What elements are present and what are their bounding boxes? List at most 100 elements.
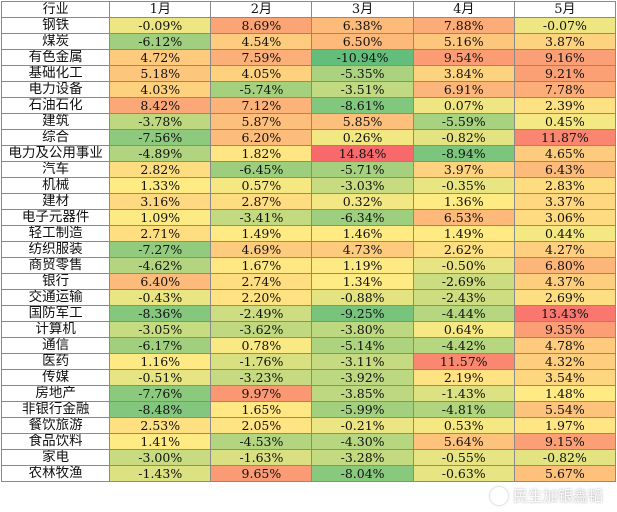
- return-value-cell: 2.39%: [513, 97, 616, 114]
- return-value-cell: -4.62%: [109, 257, 212, 274]
- return-value-cell: 1.16%: [109, 353, 212, 370]
- table-row: 传媒 -0.51% -3.23% -3.92% 2.19% 3.54%: [1, 369, 616, 386]
- return-value-cell: 3.97%: [412, 161, 515, 178]
- table-row: 国防军工 -8.36% -2.49% -9.25% -4.44% 13.43%: [1, 305, 616, 322]
- industry-name-cell: 石油石化: [1, 97, 111, 114]
- return-value-cell: -4.89%: [109, 145, 212, 162]
- return-value-cell: 4.78%: [513, 337, 616, 354]
- table-row: 计算机 -3.05% -3.62% -3.80% 0.64% 9.35%: [1, 321, 616, 338]
- return-value-cell: -6.34%: [311, 209, 414, 226]
- return-value-cell: 5.67%: [513, 465, 616, 482]
- return-value-cell: 3.84%: [412, 65, 515, 82]
- return-value-cell: -3.62%: [210, 321, 313, 338]
- return-value-cell: 5.54%: [513, 401, 616, 418]
- return-value-cell: 3.37%: [513, 193, 616, 210]
- return-value-cell: 2.05%: [210, 417, 313, 434]
- table-row: 电子元器件 1.09% -3.41% -6.34% 6.53% 3.06%: [1, 209, 616, 226]
- return-value-cell: 6.50%: [311, 33, 414, 50]
- table-row: 家电 -3.00% -1.63% -3.28% -0.55% -0.82%: [1, 449, 616, 466]
- table-row: 机械 1.33% 0.57% -3.03% -0.35% 2.83%: [1, 177, 616, 194]
- return-value-cell: 0.64%: [412, 321, 515, 338]
- return-value-cell: 1.41%: [109, 433, 212, 450]
- return-value-cell: 0.53%: [412, 417, 515, 434]
- industry-name-cell: 综合: [1, 129, 111, 146]
- return-value-cell: 1.36%: [412, 193, 515, 210]
- industry-name-cell: 农林牧渔: [1, 465, 111, 482]
- return-value-cell: -6.12%: [109, 33, 212, 50]
- return-value-cell: 4.54%: [210, 33, 313, 50]
- return-value-cell: 1.65%: [210, 401, 313, 418]
- return-value-cell: 3.54%: [513, 369, 616, 386]
- return-value-cell: 9.21%: [513, 65, 616, 82]
- return-value-cell: -9.25%: [311, 305, 414, 322]
- return-value-cell: 2.20%: [210, 289, 313, 306]
- return-value-cell: -8.48%: [109, 401, 212, 418]
- table-row: 煤炭 -6.12% 4.54% 6.50% 5.16% 3.87%: [1, 33, 616, 50]
- return-value-cell: -5.99%: [311, 401, 414, 418]
- return-value-cell: 2.62%: [412, 241, 515, 258]
- table-row: 医药 1.16% -1.76% -3.11% 11.57% 4.32%: [1, 353, 616, 370]
- header-row: 行业 1月 2月 3月 4月 5月: [1, 1, 616, 18]
- table-row: 银行 6.40% 2.74% 1.34% -2.69% 4.37%: [1, 273, 616, 290]
- return-value-cell: 7.59%: [210, 49, 313, 66]
- header-industry: 行业: [1, 1, 111, 18]
- return-value-cell: -10.94%: [311, 49, 414, 66]
- return-value-cell: 2.74%: [210, 273, 313, 290]
- header-month-2: 2月: [210, 1, 313, 18]
- return-value-cell: -4.53%: [210, 433, 313, 450]
- industry-name-cell: 基础化工: [1, 65, 111, 82]
- table-row: 建材 3.16% 2.87% 0.32% 1.36% 3.37%: [1, 193, 616, 210]
- return-value-cell: 6.38%: [311, 17, 414, 34]
- return-value-cell: 1.33%: [109, 177, 212, 194]
- return-value-cell: 4.32%: [513, 353, 616, 370]
- return-value-cell: 9.15%: [513, 433, 616, 450]
- return-value-cell: 0.26%: [311, 129, 414, 146]
- industry-name-cell: 计算机: [1, 321, 111, 338]
- header-month-3: 3月: [311, 1, 414, 18]
- return-value-cell: 4.65%: [513, 145, 616, 162]
- return-value-cell: 2.53%: [109, 417, 212, 434]
- return-value-cell: -4.81%: [412, 401, 515, 418]
- return-value-cell: 9.35%: [513, 321, 616, 338]
- return-value-cell: 13.43%: [513, 305, 616, 322]
- return-value-cell: -7.76%: [109, 385, 212, 402]
- return-value-cell: 9.65%: [210, 465, 313, 482]
- return-value-cell: 0.44%: [513, 225, 616, 242]
- return-value-cell: -0.55%: [412, 449, 515, 466]
- table-row: 交通运输 -0.43% 2.20% -0.88% -2.43% 2.69%: [1, 289, 616, 306]
- industry-name-cell: 通信: [1, 337, 111, 354]
- industry-name-cell: 房地产: [1, 385, 111, 402]
- industry-name-cell: 钢铁: [1, 17, 111, 34]
- return-value-cell: -3.85%: [311, 385, 414, 402]
- industry-name-cell: 纺织服装: [1, 241, 111, 258]
- return-value-cell: 8.42%: [109, 97, 212, 114]
- return-value-cell: -5.14%: [311, 337, 414, 354]
- table-row: 钢铁 -0.09% 8.69% 6.38% 7.88% -0.07%: [1, 17, 616, 34]
- industry-name-cell: 食品饮料: [1, 433, 111, 450]
- industry-name-cell: 煤炭: [1, 33, 111, 50]
- return-value-cell: -5.59%: [412, 113, 515, 130]
- return-value-cell: -3.78%: [109, 113, 212, 130]
- return-value-cell: -3.28%: [311, 449, 414, 466]
- return-value-cell: 1.48%: [513, 385, 616, 402]
- return-value-cell: -0.21%: [311, 417, 414, 434]
- table-row: 食品饮料 1.41% -4.53% -4.30% 5.64% 9.15%: [1, 433, 616, 450]
- return-value-cell: -0.35%: [412, 177, 515, 194]
- table-row: 非银行金融 -8.48% 1.65% -5.99% -4.81% 5.54%: [1, 401, 616, 418]
- table-row: 农林牧渔 -1.43% 9.65% -8.04% -0.63% 5.67%: [1, 465, 616, 482]
- return-value-cell: 5.18%: [109, 65, 212, 82]
- industry-name-cell: 电力及公用事业: [1, 145, 111, 162]
- return-value-cell: 7.88%: [412, 17, 515, 34]
- return-value-cell: 3.16%: [109, 193, 212, 210]
- return-value-cell: -0.09%: [109, 17, 212, 34]
- industry-name-cell: 家电: [1, 449, 111, 466]
- return-value-cell: 5.87%: [210, 113, 313, 130]
- return-value-cell: -5.71%: [311, 161, 414, 178]
- table-row: 通信 -6.17% 0.78% -5.14% -4.42% 4.78%: [1, 337, 616, 354]
- return-value-cell: -1.76%: [210, 353, 313, 370]
- return-value-cell: -3.80%: [311, 321, 414, 338]
- industry-monthly-returns-table: 行业 1月 2月 3月 4月 5月 钢铁 -0.09% 8.69% 6.38% 7.88…: [1, 1, 616, 482]
- return-value-cell: 9.97%: [210, 385, 313, 402]
- header-month-1: 1月: [109, 1, 212, 18]
- return-value-cell: -3.05%: [109, 321, 212, 338]
